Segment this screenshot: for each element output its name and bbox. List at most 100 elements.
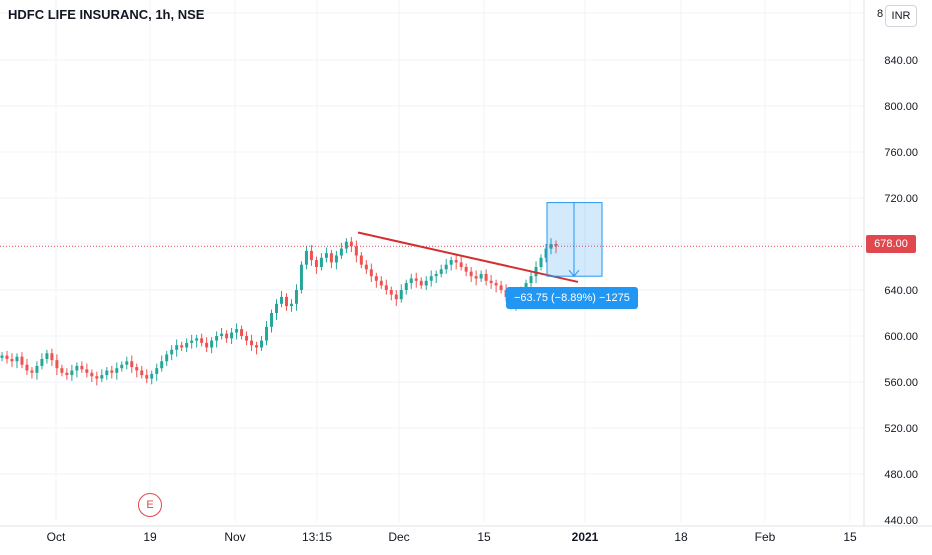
x-tick-label: 15 [843, 530, 857, 544]
candle-body [349, 241, 353, 247]
candle-body [235, 329, 239, 333]
candle-body [25, 364, 29, 371]
candle-body [50, 353, 54, 361]
candle-body [544, 248, 548, 258]
trendline [357, 231, 579, 283]
candle-body [529, 276, 533, 284]
candle-body [344, 241, 348, 249]
candle-body [494, 283, 498, 286]
candle-body [175, 345, 179, 350]
currency-badge[interactable]: INR [885, 5, 917, 27]
candle-body [489, 280, 493, 284]
candle-body [230, 332, 234, 339]
x-tick-label: Oct [47, 530, 66, 544]
grid [0, 0, 864, 522]
y-tick-label: 480.00 [884, 469, 918, 481]
candle-body [160, 361, 164, 369]
candle-body [215, 336, 219, 341]
candle-body [484, 273, 488, 281]
y-tick-label: 640.00 [884, 285, 918, 297]
y-tick-label: 800.00 [884, 101, 918, 113]
x-tick-label: Feb [755, 530, 776, 544]
candle-body [255, 345, 259, 348]
candle-body [55, 360, 59, 369]
candle-body [265, 326, 269, 341]
candle-body [110, 370, 114, 373]
candle-body [10, 359, 14, 362]
candle-body [5, 355, 9, 359]
y-tick-label: 840.00 [884, 55, 918, 67]
x-tick-label: 2021 [572, 530, 599, 544]
candle-body [80, 365, 84, 370]
candle-body [30, 370, 34, 373]
candle-body [135, 367, 139, 371]
candle-body [424, 280, 428, 286]
candle-body [105, 370, 109, 376]
y-tick-label: 560.00 [884, 377, 918, 389]
candle-body [324, 253, 328, 258]
candle-body [464, 267, 468, 272]
earnings-marker-icon[interactable]: E [138, 493, 162, 517]
candle-body [140, 370, 144, 376]
candle-body [554, 244, 558, 247]
x-tick-label: Nov [224, 530, 245, 544]
candle-body [15, 356, 19, 362]
candle-body [369, 269, 373, 277]
candle-body [394, 294, 398, 300]
x-tick-label: Dec [388, 530, 409, 544]
candle-body [120, 364, 124, 369]
candle-body [115, 368, 119, 373]
candle-body [195, 338, 199, 341]
candle-body [419, 280, 423, 286]
x-tick-label: 13:15 [302, 530, 332, 544]
candle-body [454, 260, 458, 263]
candle-body [75, 365, 79, 371]
y-tick-label: 720.00 [884, 193, 918, 205]
candle-body [439, 269, 443, 274]
candle-body [260, 340, 264, 348]
candle-body [414, 278, 418, 281]
x-tick-label: 18 [674, 530, 688, 544]
candle-body [339, 248, 343, 256]
candle-body [374, 276, 378, 281]
candle-body [289, 303, 293, 307]
candle-body [60, 368, 64, 373]
candle-body [35, 365, 39, 373]
y-tick-label-top: 8 [877, 8, 883, 20]
drawings [0, 202, 864, 283]
candle-body [190, 340, 194, 343]
candle-body [45, 353, 49, 359]
candle-body [279, 296, 283, 304]
candle-body [474, 276, 478, 279]
candle-body [409, 278, 413, 284]
y-tick-label: 760.00 [884, 147, 918, 159]
candle-body [399, 290, 403, 300]
candle-body [70, 370, 74, 376]
candle-body [155, 368, 159, 374]
y-tick-label: 600.00 [884, 331, 918, 343]
candle-body [314, 260, 318, 267]
candle-body [125, 361, 129, 365]
candle-body [304, 250, 308, 265]
candle-body [270, 313, 274, 327]
candle-body [95, 376, 99, 379]
chart-title: HDFC LIFE INSURANC, 1h, NSE [8, 7, 205, 22]
candle-body [434, 273, 438, 277]
candle-body [449, 260, 453, 265]
candle-body [334, 255, 338, 263]
candle-body [170, 349, 174, 355]
measurement-arrowhead [568, 269, 580, 277]
candle-body [299, 264, 303, 290]
x-tick-label: 19 [143, 530, 157, 544]
candle-body [0, 355, 4, 358]
candle-body [429, 276, 433, 281]
candle-body [225, 333, 229, 339]
candle-body [549, 244, 553, 249]
candle-body [205, 342, 209, 348]
candle-body [180, 345, 184, 348]
x-tick-label: 15 [477, 530, 491, 544]
candle-body [65, 372, 69, 376]
candle-body [20, 356, 24, 365]
